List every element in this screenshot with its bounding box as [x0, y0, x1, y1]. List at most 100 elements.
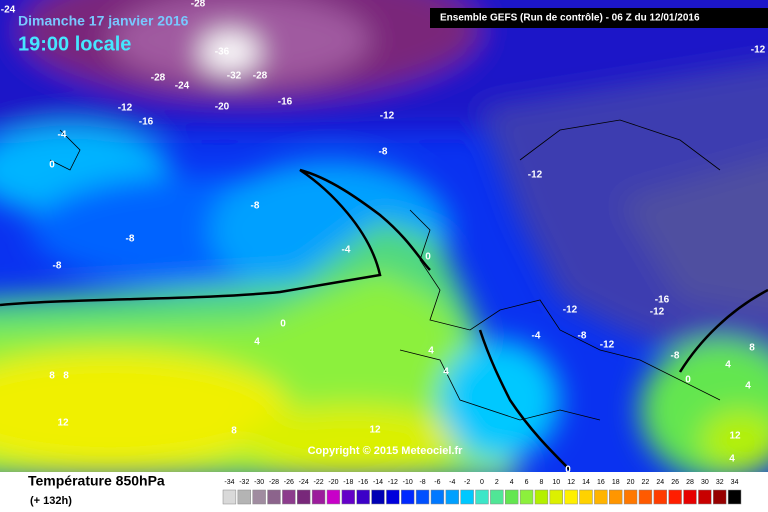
legend-swatch	[698, 489, 712, 505]
legend-value: 24	[656, 479, 664, 486]
legend-swatch	[534, 489, 549, 505]
legend-value: -32	[239, 479, 249, 486]
legend-value: 28	[686, 479, 694, 486]
contour-label: 4	[254, 337, 260, 348]
model-banner	[430, 8, 768, 28]
model-info: Ensemble GEFS (Run de contrôle) - 06 Z d…	[440, 13, 700, 24]
legend-value: 0	[480, 479, 484, 486]
legend-swatch	[475, 489, 489, 505]
legend-value: 10	[552, 479, 560, 486]
legend-swatch	[683, 489, 697, 505]
legend-swatch	[341, 489, 355, 505]
contour-label: -8	[126, 234, 135, 245]
contour-label: 12	[729, 431, 741, 442]
contour-label: -28	[191, 0, 206, 10]
legend-swatch	[401, 489, 415, 505]
time-title: 19:00 locale	[18, 33, 131, 55]
legend-swatch	[415, 489, 430, 505]
contour-label: -16	[655, 295, 670, 306]
legend-swatch	[445, 489, 459, 505]
legend-value: 2	[495, 479, 499, 486]
legend-value: -10	[403, 479, 413, 486]
legend-value: -16	[358, 479, 368, 486]
coastline	[49, 119, 721, 421]
contour-label: -20	[215, 102, 230, 113]
contour-label: 0	[425, 252, 431, 263]
legend-value: -18	[343, 479, 353, 486]
legend-swatch	[609, 489, 623, 505]
legend-swatch	[727, 489, 742, 505]
contour-label: -12	[528, 170, 543, 181]
legend-swatch	[297, 489, 311, 505]
contour-label: 4	[443, 367, 449, 378]
contour-label: 8	[63, 371, 69, 382]
zero-contour	[0, 168, 431, 307]
legend-value: 6	[525, 479, 529, 486]
contour-label: -28	[151, 73, 166, 84]
legend-swatch	[490, 489, 504, 505]
temperature-field: Ensemble GEFS (Run de contrôle) - 06 Z d…	[0, 0, 768, 476]
legend-value: 12	[567, 479, 575, 486]
contour-label: -8	[251, 201, 260, 212]
contour-labels: -24-28-36-28-24-32 -28-20 -16-12-16-12-40-…	[1, 0, 766, 476]
legend-value: -26	[284, 479, 294, 486]
legend-swatch	[371, 489, 385, 505]
legend-swatch	[579, 489, 593, 505]
contour-label: 0	[565, 465, 571, 476]
contour-label: -4	[58, 130, 67, 141]
contour-label: -8	[578, 331, 587, 342]
contour-label: -4	[342, 245, 351, 256]
contour-label: -12	[563, 305, 578, 316]
legend-value: -2	[464, 479, 470, 486]
zero-contour	[478, 329, 571, 471]
legend-swatch	[638, 489, 653, 505]
legend-swatch	[623, 489, 638, 505]
legend-swatch	[505, 489, 519, 505]
contour-label: 12	[369, 425, 381, 436]
legend-value: -34	[224, 479, 234, 486]
legend-value: 32	[716, 479, 724, 486]
legend-swatch	[326, 489, 341, 505]
legend-swatch	[594, 489, 608, 505]
contour-label: 4	[725, 360, 731, 371]
legend-value: -28	[269, 479, 279, 486]
copyright: Copyright © 2015 Meteociel.fr	[308, 445, 464, 457]
legend-swatch	[252, 489, 266, 505]
contour-label: -12	[650, 307, 665, 318]
contour-label: 4	[745, 381, 751, 392]
legend-swatch	[713, 489, 727, 505]
contour-label: 8	[49, 371, 55, 382]
legend-swatch	[653, 489, 667, 505]
legend-swatch	[519, 489, 534, 505]
legend-value: 8	[539, 479, 543, 486]
contour-label: -12	[380, 111, 395, 122]
contour-label: 8	[231, 426, 237, 437]
legend-swatch	[311, 489, 326, 505]
contour-label: 8	[749, 343, 755, 354]
legend-swatch	[549, 489, 563, 505]
contour-label: -12	[118, 103, 133, 114]
contour-label: -12	[600, 340, 615, 351]
legend-value: -30	[254, 479, 264, 486]
legend-swatch	[237, 489, 251, 505]
legend-value: 4	[510, 479, 514, 486]
contour-label: -8	[379, 147, 388, 158]
legend-value: -14	[373, 479, 383, 486]
contour-label: 12	[57, 418, 69, 429]
date-title: Dimanche 17 janvier 2016	[18, 13, 189, 29]
contour-label: -28	[253, 71, 268, 82]
contour-label: -36	[215, 47, 230, 58]
contour-label: 0	[280, 319, 286, 330]
legend-value: -20	[328, 479, 338, 486]
contour-label: -12	[751, 45, 766, 56]
legend-value: 14	[582, 479, 590, 486]
legend-value: 26	[671, 479, 679, 486]
legend-value: -24	[299, 479, 309, 486]
contour-label: -8	[53, 261, 62, 272]
legend-value: 20	[627, 479, 635, 486]
legend-swatch	[564, 489, 578, 505]
contour-label: -24	[1, 5, 16, 16]
contour-label: -32	[227, 71, 242, 82]
legend-value: 16	[597, 479, 605, 486]
